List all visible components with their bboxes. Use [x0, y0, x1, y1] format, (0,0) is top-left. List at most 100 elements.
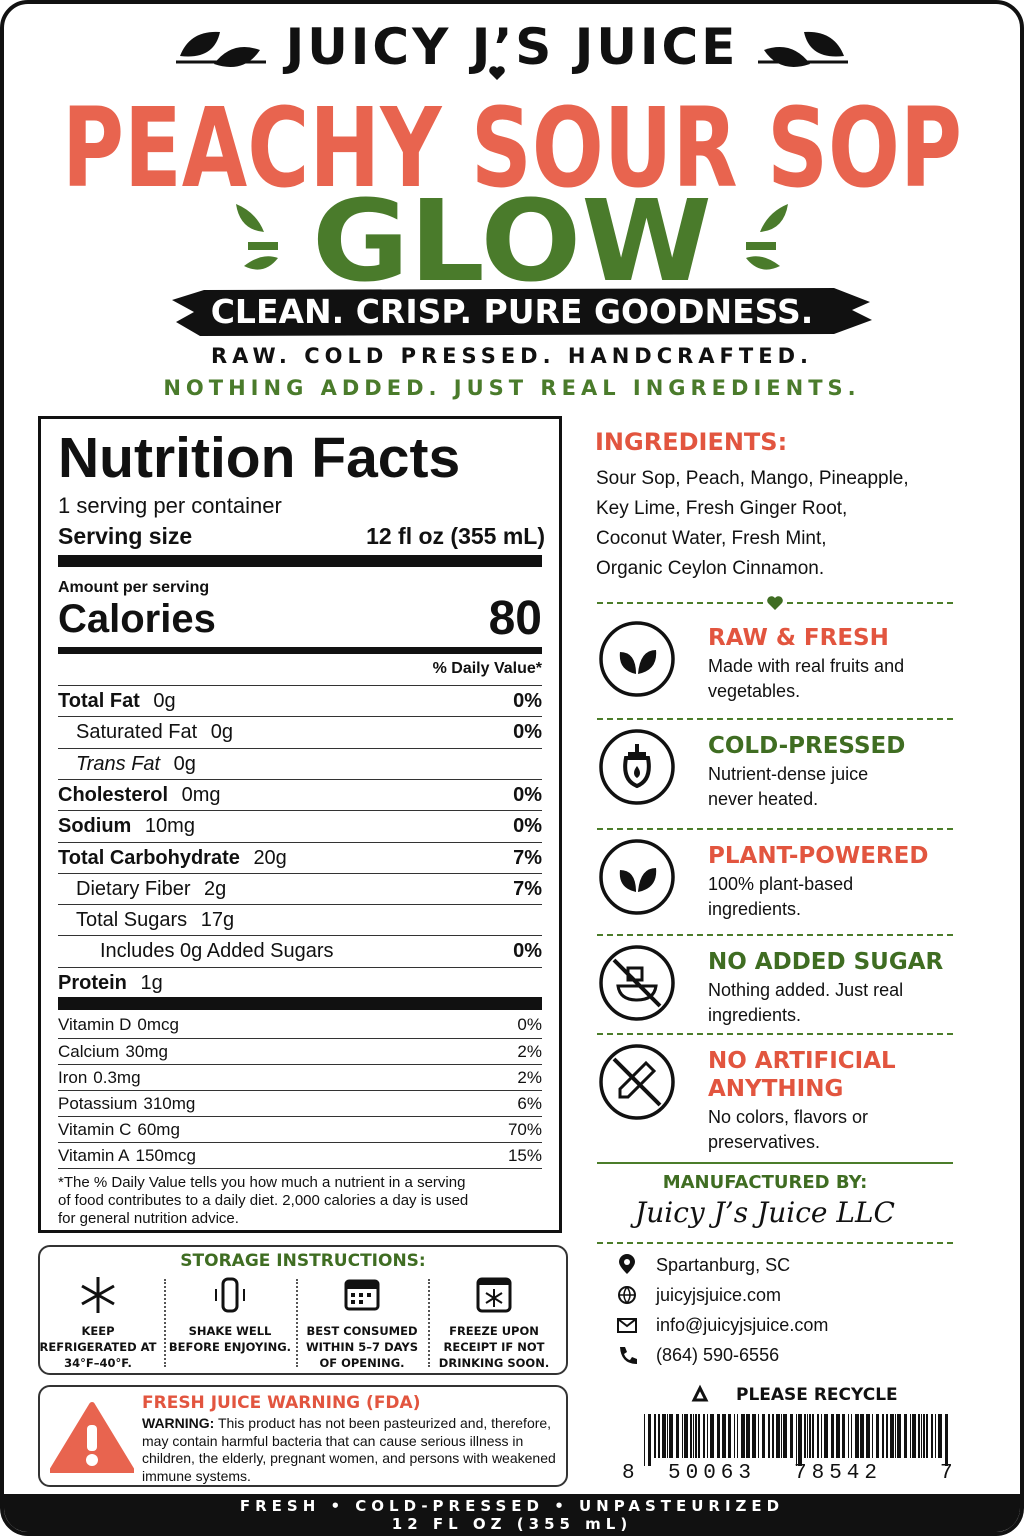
contact-icon [616, 1284, 638, 1311]
barcode-bar [758, 1414, 759, 1458]
barcode-bar [728, 1414, 731, 1458]
barcode-bar [807, 1414, 808, 1458]
barcode-bar [872, 1414, 873, 1458]
barcode-bar [734, 1414, 735, 1458]
barcode-bar [662, 1414, 666, 1458]
barcode-bar [722, 1414, 726, 1458]
recycle-icon [691, 1384, 709, 1402]
feature-icon [598, 944, 676, 1027]
warning-title: FRESH JUICE WARNING (FDA) [142, 1393, 421, 1413]
mineral-name: Iron [58, 1068, 88, 1087]
calories-label: Calories [58, 597, 216, 641]
nutrient-name: Total Fat [58, 690, 140, 712]
barcode-bar [776, 1414, 780, 1458]
feature: NO ARTIFICIAL ANYTHING No colors, flavors… [708, 1047, 948, 1155]
rule [597, 1242, 953, 1244]
barcode-bar [918, 1414, 920, 1458]
subtagline: RAW. COLD PRESSED. HANDCRAFTED. [211, 344, 813, 368]
barcode-bar [876, 1414, 879, 1458]
warning-label: WARNING: [142, 1415, 215, 1431]
warning-box: FRESH JUICE WARNING (FDA) WARNING: This … [38, 1385, 568, 1487]
mineral-amount: 0mcg [137, 1015, 179, 1034]
divider [428, 1279, 430, 1367]
nutrient-name: Total Carbohydrate [58, 846, 240, 869]
mineral-amount: 60mg [137, 1120, 180, 1139]
nutrient-row: Total Carbohydrate 20g 7% [58, 841, 542, 873]
nutrient-dv: 0% [513, 815, 542, 838]
feature-icon [598, 1043, 676, 1126]
storage-title: STORAGE INSTRUCTIONS: [180, 1251, 426, 1271]
warning-body: WARNING: This product has not been paste… [142, 1415, 562, 1485]
manufacturer-label: MANUFACTURED BY: [662, 1172, 868, 1193]
nutrient-row: Saturated Fat 0g 0% [58, 716, 542, 747]
brand: JUICY J’S JUICE [285, 18, 739, 76]
warning-icon [50, 1402, 134, 1473]
warning-text: This product has not been pasteurized an… [142, 1415, 556, 1484]
barcode-bar [855, 1414, 859, 1458]
manufacturer-name: Juicy J’s Juice LLC [635, 1196, 895, 1229]
nutrient-name: Dietary Fiber [76, 877, 191, 900]
barcode-digit: 8 [622, 1462, 635, 1485]
mineral-dv: 15% [507, 1146, 542, 1165]
barcode-bar [717, 1414, 720, 1458]
barcode-bar [644, 1414, 645, 1466]
mineral-row: Vitamin A 150mcg 15% [58, 1142, 542, 1168]
barcode-bar [654, 1414, 656, 1458]
heart [766, 594, 784, 612]
nutrient-row: Sodium 10mg 0% [58, 810, 542, 841]
mineral-row: Calcium 30mg 2% [58, 1038, 542, 1064]
mineral-row: Vitamin D 0mcg 0% [58, 1012, 542, 1038]
barcode-bar [831, 1414, 834, 1458]
serving-size-label: Serving size [58, 523, 193, 549]
barcode-bar [897, 1414, 901, 1458]
leaf-left [176, 31, 266, 67]
rule [58, 555, 542, 567]
storage-icon [474, 1275, 514, 1320]
header-art: PEACHY SOUR SOP GLOW [62, 31, 962, 336]
barcode-bar [923, 1414, 925, 1458]
recycle: PLEASE RECYCLE [736, 1385, 898, 1405]
barcode [644, 1414, 948, 1466]
nutrient-dv: 0% [513, 721, 542, 744]
barcode-bar [851, 1414, 852, 1458]
contact-text: info@juicyjsjuice.com [656, 1315, 829, 1335]
mineral-name: Potassium [58, 1094, 138, 1113]
feature: COLD-PRESSED Nutrient-dense juice never h… [708, 732, 948, 812]
barcode-bar [752, 1414, 756, 1458]
barcode-bar [741, 1414, 745, 1458]
barcode-bar [821, 1414, 822, 1458]
nutrient-amount: 0g [153, 690, 176, 712]
feature-text: Nothing added. Just real ingredients. [708, 980, 904, 1025]
mineral-row: Vitamin C 60mg 70% [58, 1116, 542, 1142]
rule [58, 997, 542, 1010]
mineral-amount: 310mg [143, 1094, 196, 1113]
nutrient-amount: 0g [210, 721, 233, 744]
mineral-amount: 150mcg [135, 1146, 196, 1165]
barcode-digit: 7 [940, 1462, 953, 1485]
footer-line: FRESH • COLD-PRESSED • UNPASTEURIZED [239, 1497, 785, 1515]
footer: FRESH • COLD-PRESSED • UNPASTEURIZED 12 … [4, 1494, 1020, 1532]
feature-title: NO ADDED SUGAR [708, 949, 944, 975]
barcode-bar [669, 1414, 673, 1458]
nutrient-row: Dietary Fiber 2g 7% [58, 872, 542, 904]
nf-title: Nutrition Facts [58, 426, 461, 490]
mineral-name: Vitamin D [58, 1015, 132, 1034]
nutrition-facts: Nutrition Facts 1 serving per container … [38, 416, 562, 1233]
rule [597, 934, 953, 936]
nutrient-amount: 0g [173, 752, 196, 775]
feature: PLANT-POWERED 100% plant-based ingredient… [708, 842, 948, 922]
barcode-bar [781, 1414, 782, 1458]
leaf-right [758, 31, 848, 67]
splash [236, 204, 788, 270]
feature-text: 100% plant-based ingredients. [708, 874, 854, 919]
mineral-name: Calcium [58, 1042, 120, 1061]
barcode-bar [682, 1414, 683, 1458]
feature-text: No colors, flavors or preservatives. [708, 1107, 869, 1152]
barcode-bar [707, 1414, 708, 1458]
nutrient-row: Total Fat 0g 0% [58, 685, 542, 716]
nutrient-name: Saturated Fat [76, 721, 198, 744]
rule [58, 647, 542, 654]
servings: 1 serving per container [58, 493, 282, 518]
barcode-bar [809, 1414, 811, 1458]
